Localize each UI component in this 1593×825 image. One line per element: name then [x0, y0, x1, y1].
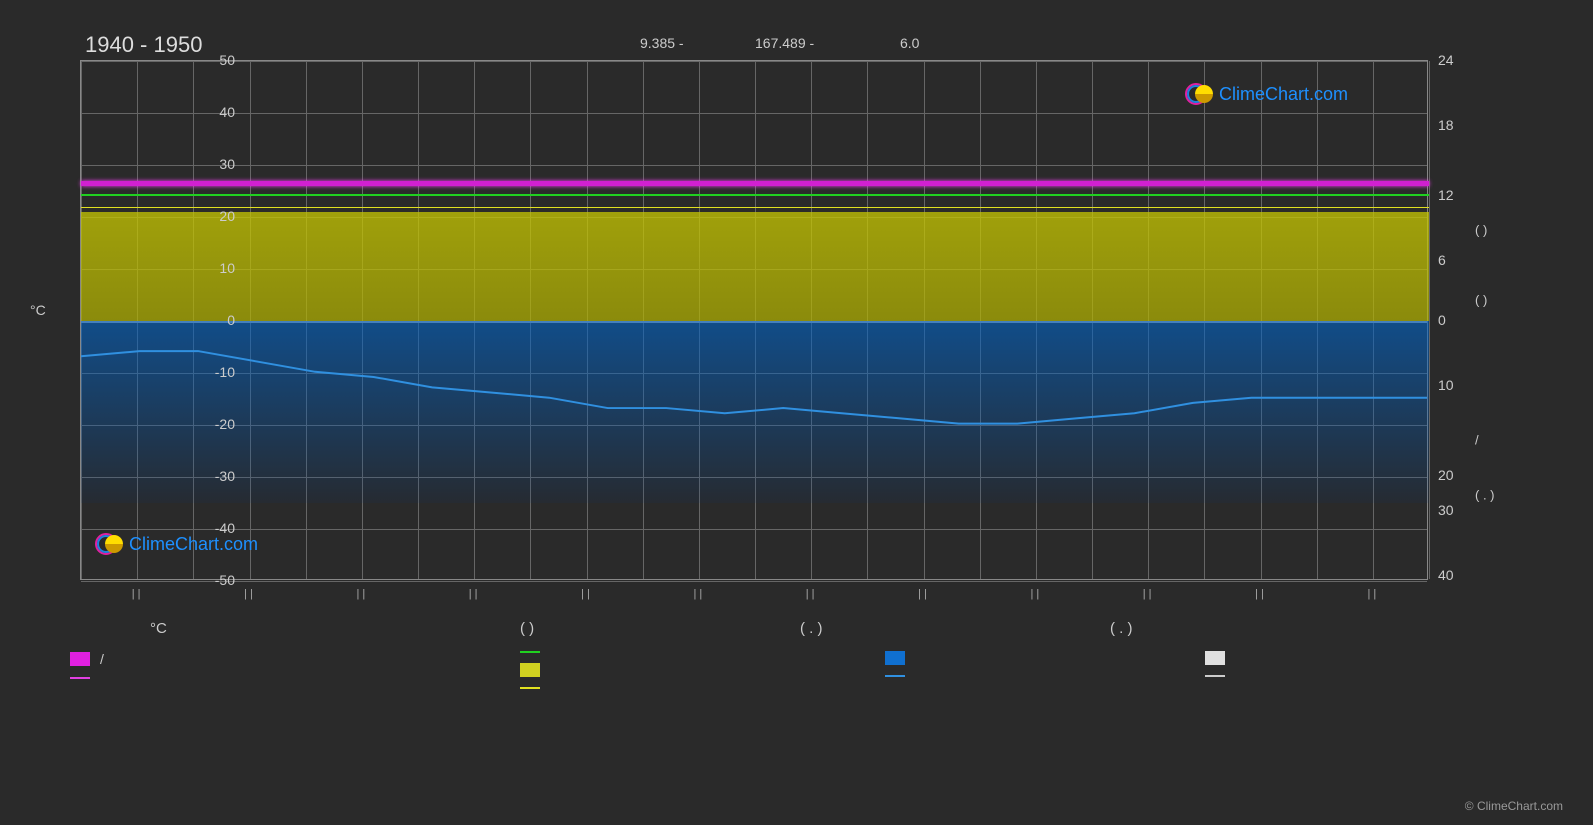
- legend-swatch: [1205, 675, 1225, 677]
- x-tick: | |: [1030, 588, 1039, 600]
- legend-header-3: ( . ): [800, 620, 1110, 637]
- y-tick-right: 24: [1438, 52, 1454, 68]
- x-tick: | |: [1255, 588, 1264, 600]
- y-tick-right: 30: [1438, 502, 1454, 518]
- logo-top: ClimeChart.com: [1185, 80, 1348, 108]
- legend-item: [1205, 651, 1235, 665]
- y-unit-right: ( . ): [1475, 488, 1495, 503]
- x-tick: | |: [1143, 588, 1152, 600]
- x-tick: | |: [469, 588, 478, 600]
- legend-swatch: [70, 652, 90, 666]
- legend-item: [520, 687, 885, 689]
- legend-header-2: ( ): [520, 620, 800, 637]
- legend-item: [885, 651, 1205, 665]
- y-tick-left: 50: [219, 52, 235, 68]
- chart-plot-area: [80, 60, 1428, 580]
- blue-curve: [81, 61, 1427, 579]
- y-tick-right: 10: [1438, 377, 1454, 393]
- y-tick-right: 0: [1438, 312, 1446, 328]
- header-lat: 9.385 -: [640, 35, 684, 51]
- y-tick-left: -40: [215, 520, 235, 536]
- header-lon: 167.489 -: [755, 35, 814, 51]
- logo-icon: [1185, 80, 1213, 108]
- legend-item: [520, 663, 885, 677]
- y-axis-left-title: °C: [30, 302, 46, 318]
- grid-v: [1429, 61, 1430, 579]
- legend-header-1: °C: [150, 620, 520, 637]
- y-unit-right: /: [1475, 433, 1479, 448]
- legend-item: [70, 677, 520, 679]
- legend-item: [520, 651, 885, 653]
- y-tick-right: 18: [1438, 117, 1454, 133]
- logo-text-bottom: ClimeChart.com: [129, 534, 258, 555]
- y-tick-right: 12: [1438, 187, 1454, 203]
- y-unit-right: ( ): [1475, 223, 1487, 238]
- y-tick-left: 40: [219, 104, 235, 120]
- y-tick-right: 40: [1438, 567, 1454, 583]
- y-tick-left: -10: [215, 364, 235, 380]
- legend-swatch: [1205, 651, 1225, 665]
- x-tick: | |: [356, 588, 365, 600]
- legend-item: /: [70, 651, 520, 667]
- y-tick-left: -30: [215, 468, 235, 484]
- legend-swatch: [885, 651, 905, 665]
- logo-icon: [95, 530, 123, 558]
- x-tick: | |: [581, 588, 590, 600]
- x-tick: | |: [918, 588, 927, 600]
- x-tick: | |: [1367, 588, 1376, 600]
- y-unit-right: ( ): [1475, 293, 1487, 308]
- y-tick-right: 20: [1438, 467, 1454, 483]
- y-tick-right: 6: [1438, 252, 1446, 268]
- legend-swatch: [520, 687, 540, 689]
- legend-swatch: [520, 663, 540, 677]
- legend-item: [885, 675, 1205, 677]
- y-tick-left: -50: [215, 572, 235, 588]
- y-tick-left: -20: [215, 416, 235, 432]
- x-tick: | |: [806, 588, 815, 600]
- logo-text-top: ClimeChart.com: [1219, 84, 1348, 105]
- legend: °C ( ) ( . ) ( . ) /: [70, 620, 1500, 689]
- y-tick-left: 0: [227, 312, 235, 328]
- y-tick-left: 10: [219, 260, 235, 276]
- y-tick-left: 20: [219, 208, 235, 224]
- y-tick-left: 30: [219, 156, 235, 172]
- chart-title: 1940 - 1950: [85, 32, 202, 58]
- legend-item: [1205, 675, 1235, 677]
- legend-swatch: [520, 651, 540, 653]
- x-tick: | |: [132, 588, 141, 600]
- x-tick: | |: [693, 588, 702, 600]
- legend-swatch: [70, 677, 90, 679]
- grid-h: [81, 581, 1427, 582]
- legend-header-4: ( . ): [1110, 620, 1133, 637]
- x-tick: | |: [244, 588, 253, 600]
- legend-label: /: [100, 651, 104, 667]
- header-elev: 6.0: [900, 35, 919, 51]
- legend-swatch: [885, 675, 905, 677]
- copyright: © ClimeChart.com: [1465, 799, 1563, 813]
